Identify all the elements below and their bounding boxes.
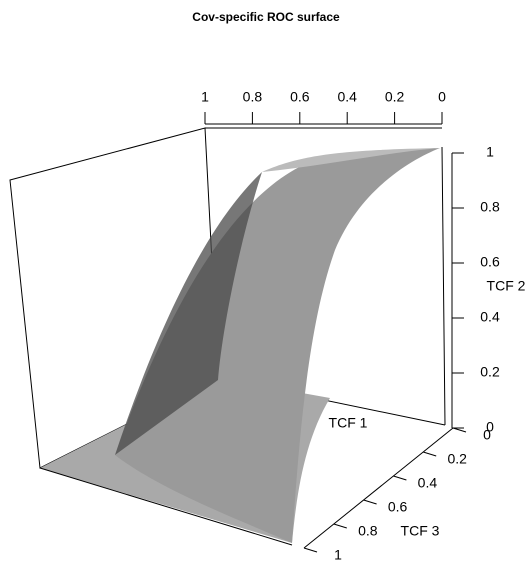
box	[39, 467, 293, 546]
z-tick-label: 0.2	[447, 451, 467, 467]
surface-shadow	[115, 172, 262, 455]
y-tick-label: 0	[486, 419, 494, 435]
surface-rim	[262, 148, 440, 172]
y-tick-label: 0.2	[480, 364, 500, 380]
y-tick-label: 1	[486, 144, 494, 160]
y-axis-label: TCF 2	[487, 278, 526, 294]
x-axis-label: TCF 1	[329, 415, 368, 431]
z-tick	[452, 427, 467, 433]
z-axis-label: TCF 3	[401, 523, 440, 539]
z-tick-label: 1	[334, 547, 342, 561]
y-tick-label: 0.4	[480, 309, 500, 325]
z-tick-label: 0	[483, 427, 491, 443]
y-tick-label: 0.6	[480, 254, 500, 270]
x-tick-label: 1	[201, 89, 209, 105]
x-tick-label: 0.8	[243, 89, 263, 105]
z-tick	[333, 523, 347, 529]
z-axis	[303, 427, 454, 549]
z-tick-label: 0.6	[388, 499, 408, 515]
x-tick-label: 0.2	[385, 89, 405, 105]
x-tick-label: 0	[438, 89, 446, 105]
z-tick	[363, 499, 377, 505]
surface	[115, 148, 440, 543]
chart-title: Cov-specific ROC surface	[192, 10, 340, 24]
x-tick-label: 0.6	[290, 89, 310, 105]
z-tick	[303, 547, 318, 553]
x-tick-label: 0.4	[337, 89, 357, 105]
y-tick-label: 0.8	[480, 199, 500, 215]
z-tick-label: 0.4	[418, 475, 438, 491]
z-tick-label: 0.8	[358, 523, 378, 539]
z-tick	[423, 451, 437, 457]
z-tick	[393, 475, 407, 481]
